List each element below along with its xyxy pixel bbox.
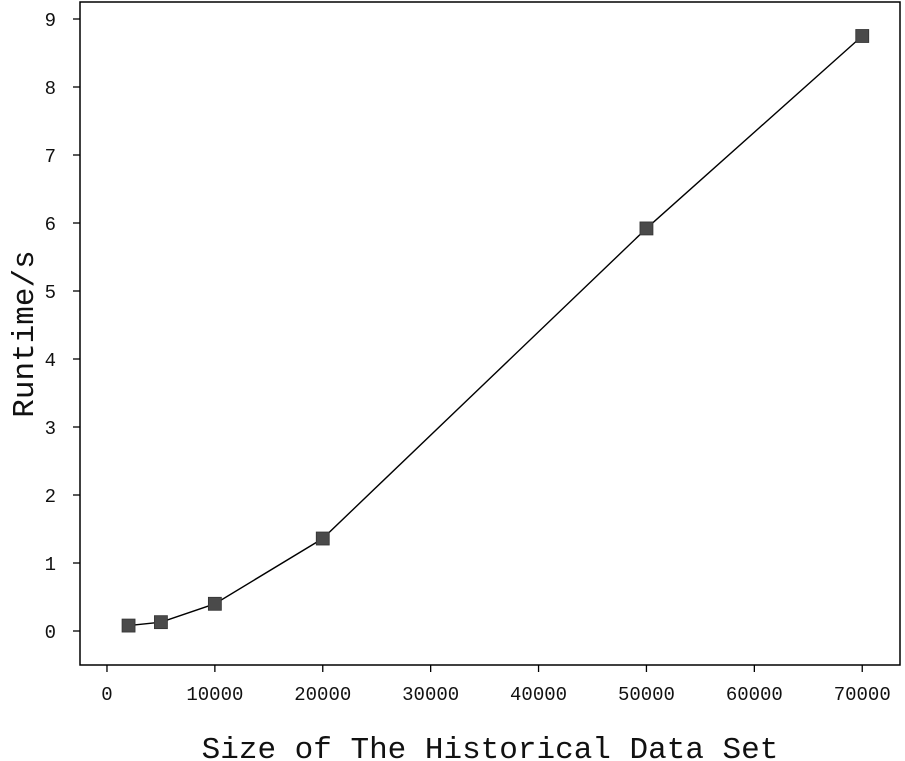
x-tick-label: 20000	[294, 684, 351, 706]
data-point-marker	[855, 29, 870, 43]
data-point-marker	[121, 618, 136, 633]
data-point-marker	[639, 221, 654, 236]
x-tick-label: 30000	[402, 684, 459, 706]
y-tick-label: 4	[45, 350, 56, 372]
x-tick-label: 40000	[510, 684, 567, 706]
y-tick-label: 3	[45, 418, 56, 440]
y-axis-title: Runtime/s	[8, 250, 43, 417]
y-tick-label: 1	[45, 554, 56, 576]
y-tick-label: 2	[45, 486, 56, 508]
x-tick-label: 0	[101, 684, 112, 706]
y-tick-label: 7	[45, 146, 56, 168]
data-point-marker	[207, 596, 222, 611]
series-layer	[121, 29, 870, 633]
x-tick-label: 10000	[186, 684, 243, 706]
series-line	[128, 35, 863, 627]
y-axis-ticks: 0 1 2 3 4 5 6 7 8 9	[45, 10, 80, 644]
y-tick-label: 9	[45, 10, 56, 32]
x-tick-label: 60000	[726, 684, 783, 706]
y-tick-label: 0	[45, 622, 56, 644]
y-tick-label: 8	[45, 78, 56, 100]
data-point-marker	[154, 615, 168, 630]
y-tick-label: 6	[45, 214, 56, 236]
y-tick-label: 5	[45, 282, 56, 304]
x-tick-label: 70000	[834, 684, 891, 706]
plot-frame	[79, 1, 901, 666]
x-tick-label: 50000	[618, 684, 675, 706]
data-point-marker	[315, 531, 330, 546]
x-axis-title: Size of The Historical Data Set	[202, 733, 779, 761]
x-axis-ticks: 0 10000 20000 30000 40000 50000 60000 70000	[101, 665, 891, 706]
